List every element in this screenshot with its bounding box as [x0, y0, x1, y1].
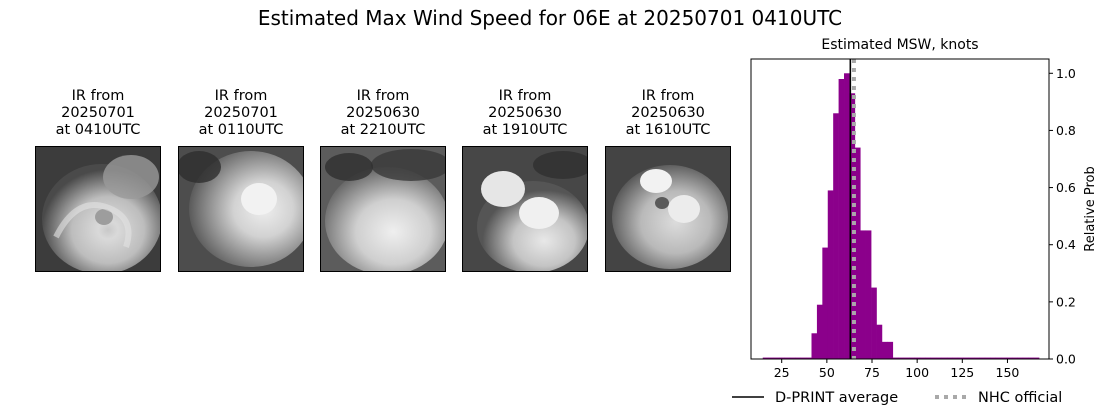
histogram-bar: [860, 230, 866, 359]
histogram-bar: [984, 357, 991, 359]
chart-title: Estimated MSW, knots: [821, 37, 978, 53]
histogram-bar: [844, 73, 850, 360]
histogram-bar: [865, 230, 872, 359]
histogram-bar: [816, 304, 823, 359]
y-tick-label: 0.8: [1056, 123, 1076, 138]
histogram-bar: [892, 357, 899, 359]
x-tick-label: 150: [996, 365, 1020, 380]
histogram-bar: [887, 341, 894, 359]
ir-panel-caption: IR from 20250701 at 0410UTC: [55, 88, 141, 138]
histogram-bar: [909, 357, 915, 359]
histogram-bar: [995, 357, 1002, 359]
x-tick-label: 50: [819, 365, 835, 380]
histogram-bar: [833, 113, 839, 360]
ir-panel-4: IR from 20250630 at 1910UTC: [462, 88, 588, 272]
ir-panel-2: IR from 20250701 at 0110UTC: [178, 88, 304, 272]
histogram-bar: [1001, 357, 1007, 359]
histogram-bar: [903, 357, 910, 359]
y-tick-label: 0.2: [1056, 294, 1076, 309]
histogram-bar: [811, 333, 818, 359]
ir-satellite-image: [605, 146, 731, 272]
histogram-bar: [854, 147, 861, 359]
x-tick-label: 75: [864, 365, 880, 380]
y-tick-label: 1.0: [1056, 66, 1076, 81]
ir-satellite-image: [178, 146, 304, 272]
histogram-bar: [1017, 357, 1024, 359]
histogram-bar: [838, 79, 845, 359]
ir-panel-5: IR from 20250630 at 1610UTC: [605, 88, 731, 272]
ir-panel-caption: IR from 20250630 at 2210UTC: [340, 88, 426, 138]
histogram-bar: [941, 357, 948, 359]
histogram-bar: [914, 357, 921, 359]
ir-panel-3: IR from 20250630 at 2210UTC: [320, 88, 446, 272]
ir-panel-caption: IR from 20250630 at 1910UTC: [482, 88, 568, 138]
histogram-bar: [768, 357, 774, 359]
histogram-bar: [871, 287, 877, 359]
histogram-bar: [979, 357, 986, 359]
histogram-bar: [946, 357, 953, 359]
histogram-bar: [1011, 357, 1018, 359]
y-tick-label: 0.0: [1056, 352, 1076, 367]
ir-satellite-image: [320, 146, 446, 272]
x-tick-label: 100: [905, 365, 929, 380]
histogram-bar: [795, 357, 801, 359]
histogram-bar: [898, 357, 904, 359]
histogram-bar: [1006, 357, 1013, 359]
ir-satellite-image: [462, 146, 588, 272]
histogram-bar: [778, 357, 785, 359]
histogram-bar: [936, 357, 942, 359]
histogram-bar: [990, 357, 997, 359]
x-tick-label: 125: [950, 365, 974, 380]
histogram-bar: [974, 357, 980, 359]
y-tick-label: 0.4: [1056, 237, 1076, 252]
histogram-bar: [806, 357, 812, 359]
histogram-bar: [1033, 357, 1040, 359]
plot-frame: [750, 58, 1050, 360]
histogram-bar: [800, 357, 807, 359]
histogram-bar: [1028, 357, 1034, 359]
histogram-bar: [919, 357, 926, 359]
ir-panel-1: IR from 20250701 at 0410UTC: [35, 88, 161, 272]
histogram-bar: [822, 247, 829, 359]
histogram-bar: [957, 357, 964, 359]
figure-title: Estimated Max Wind Speed for 06E at 2025…: [257, 6, 843, 30]
histogram-bar: [963, 357, 969, 359]
ir-panel-caption: IR from 20250630 at 1610UTC: [625, 88, 711, 138]
histogram-bar: [773, 357, 780, 359]
histogram-bar: [849, 93, 856, 360]
histogram-bar: [784, 357, 791, 359]
ir-panel-caption: IR from 20250701 at 0110UTC: [198, 88, 284, 138]
y-tick-label: 0.6: [1056, 180, 1076, 195]
histogram-bar: [1022, 357, 1029, 359]
histogram-bar: [952, 357, 959, 359]
y-axis-label: Relative Prob: [1083, 166, 1098, 251]
x-tick-label: 25: [774, 365, 790, 380]
histogram-bar: [968, 357, 975, 359]
legend-label: NHC official: [978, 390, 1062, 406]
histogram-bar: [762, 357, 769, 359]
histogram-bar: [827, 190, 834, 359]
ir-satellite-image: [35, 146, 161, 272]
legend-label: D-PRINT average: [775, 390, 898, 406]
histogram-bar: [876, 324, 883, 359]
histogram-bar: [881, 341, 888, 359]
histogram-bar: [925, 357, 932, 359]
histogram-bar: [930, 357, 937, 359]
histogram-bar: [789, 357, 796, 359]
